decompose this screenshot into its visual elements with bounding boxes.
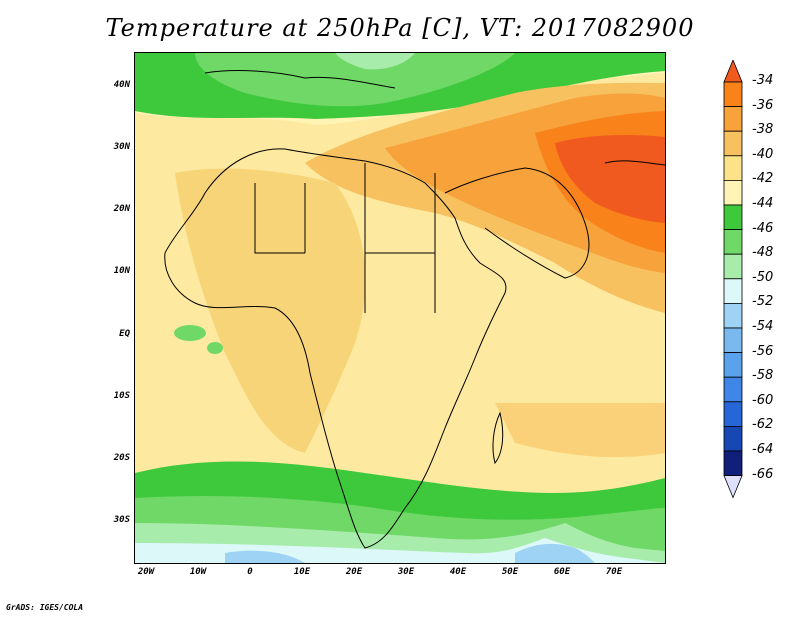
- colorbar-segment: [723, 302, 743, 329]
- colorbar-segment: [723, 278, 743, 304]
- colorbar-label: -60: [752, 392, 774, 408]
- colorbar-segment: [723, 253, 743, 280]
- lon-label-0: 0: [247, 567, 253, 577]
- lat-label-20s: 20S: [113, 453, 130, 463]
- colorbar-segment: [723, 450, 743, 477]
- colorbar-label: -34: [752, 73, 774, 88]
- colorbar-segment: [723, 425, 743, 452]
- colorbar-segment: [723, 180, 743, 206]
- lon-label-10w: 10W: [189, 567, 207, 577]
- colorbar-segment: [723, 81, 743, 108]
- colorbar-label: -36: [752, 97, 774, 113]
- equator-cold-patch-2: [207, 342, 223, 354]
- lat-label-eq: EQ: [119, 329, 130, 339]
- colorbar-segment: [723, 229, 743, 255]
- lat-label-20n: 20N: [113, 204, 130, 214]
- lon-label-20w: 20W: [137, 567, 155, 577]
- lon-label-60e: 60E: [553, 567, 571, 577]
- colorbar-segment: [723, 327, 743, 354]
- colorbar-segment: [723, 204, 743, 231]
- band-minus-50-north: [335, 53, 415, 70]
- colorbar-segment: [723, 352, 743, 378]
- lon-label-70e: 70E: [605, 567, 623, 577]
- colorbar-label: -42: [752, 171, 774, 187]
- band-minus-43-east: [495, 403, 665, 458]
- colorbar-label: -66: [752, 466, 774, 482]
- map-panel: [134, 52, 666, 564]
- colorbar-label: -52: [752, 294, 774, 310]
- colorbar: [723, 60, 743, 499]
- lat-label-30s: 30S: [113, 515, 130, 525]
- band-minus-43-africa: [175, 168, 366, 453]
- colorbar-segment: [723, 130, 743, 157]
- colorbar-label: -40: [752, 146, 774, 162]
- lat-label-30n: 30N: [113, 142, 130, 152]
- colorbar-segment: [723, 376, 743, 403]
- lon-label-50e: 50E: [501, 567, 519, 577]
- lon-label-10e: 10E: [293, 567, 311, 577]
- colorbar-label: -38: [752, 122, 774, 138]
- colorbar-segment: [723, 106, 743, 132]
- colorbar-label: -50: [752, 269, 774, 285]
- colorbar-top-triangle: [723, 60, 743, 83]
- colorbar-label: -44: [752, 196, 774, 211]
- lon-label-40e: 40E: [449, 567, 467, 577]
- band-minus-54-south-east: [515, 543, 595, 563]
- lat-label-10n: 10N: [113, 266, 130, 276]
- temperature-map: [135, 53, 665, 563]
- colorbar-label: -62: [752, 417, 774, 433]
- lon-label-20e: 20E: [345, 567, 363, 577]
- colorbar-segment: [723, 401, 743, 427]
- colorbar-segment: [723, 155, 743, 181]
- lon-label-30e: 30E: [397, 567, 415, 577]
- colorbar-label: -46: [752, 220, 774, 236]
- lat-label-10s: 10S: [113, 391, 130, 401]
- credit-text: GrADS: IGES/COLA: [6, 603, 84, 612]
- plot-title: Temperature at 250hPa [C], VT: 201708290…: [105, 14, 695, 42]
- lat-label-40n: 40N: [113, 80, 130, 90]
- colorbar-label: -56: [752, 343, 774, 359]
- colorbar-label: -58: [752, 368, 774, 384]
- colorbar-bottom-triangle: [723, 475, 743, 499]
- colorbar-label: -48: [752, 245, 774, 261]
- band-minus-54-south: [225, 550, 305, 563]
- band-minus-34: [555, 135, 665, 223]
- colorbar-label: -54: [752, 319, 774, 334]
- coastlines: [164, 70, 665, 549]
- equator-cold-patch: [174, 325, 206, 341]
- colorbar-label: -64: [752, 442, 774, 457]
- band-minus-48-north: [195, 53, 515, 107]
